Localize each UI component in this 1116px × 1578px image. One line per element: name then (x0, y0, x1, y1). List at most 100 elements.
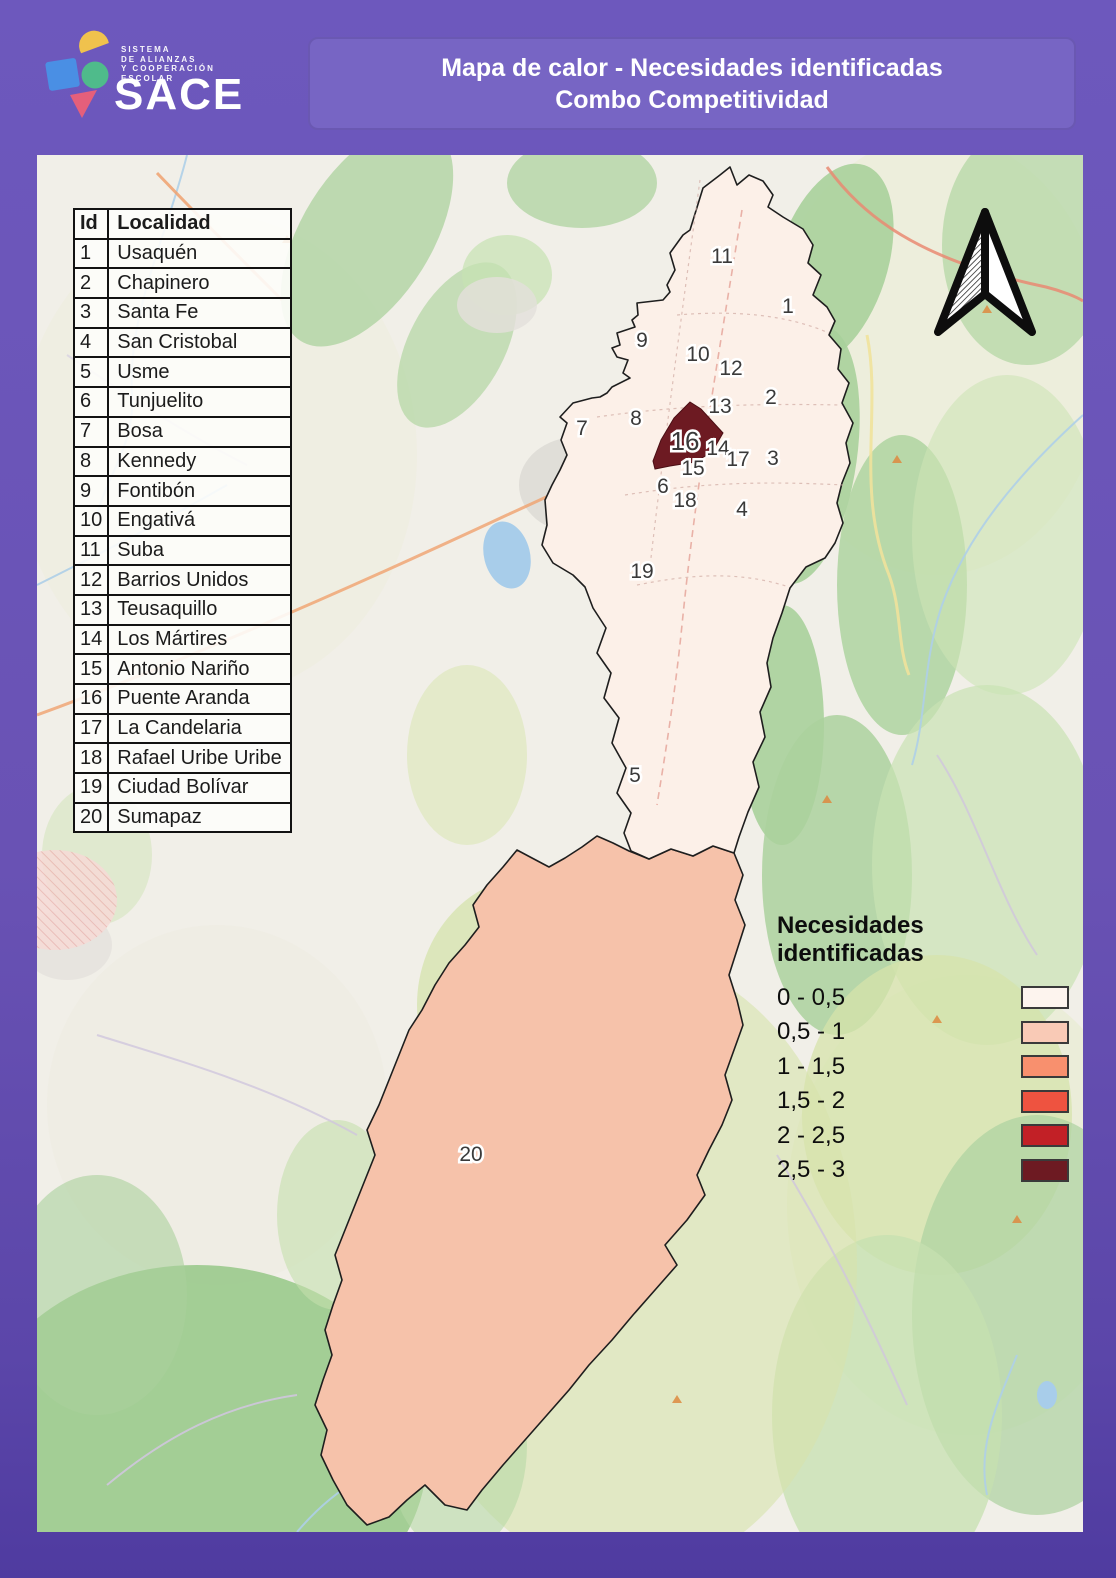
legend-item-label: 0 - 0,5 (777, 983, 846, 1011)
table-row: 16 Puente Aranda (72, 683, 292, 715)
locality-label-18: 18 (673, 489, 696, 512)
locality-name: Suba (107, 534, 292, 567)
table-row: 18 Rafael Uribe Uribe (72, 742, 292, 775)
table-row: 2 Chapinero (72, 267, 292, 300)
table-row: 19 Ciudad Bolívar (72, 772, 292, 804)
locality-name: Rafael Uribe Uribe (107, 742, 292, 775)
locality-name: Usaquén (107, 237, 292, 270)
legend-item: 2 - 2,5 (777, 1121, 1069, 1149)
locality-name: Sumapaz (107, 801, 292, 834)
table-row: 20 Sumapaz (72, 801, 292, 834)
legend-item-label: 2,5 - 3 (777, 1156, 846, 1183)
legend-item-swatch (1021, 1055, 1069, 1078)
locality-name: Antonio Nariño (107, 653, 292, 685)
locality-id: 8 (72, 445, 110, 478)
table-row: 9 Fontibón (72, 475, 292, 507)
table-row: 11 Suba (72, 534, 292, 567)
legend-item: 0 - 0,5 (777, 983, 1069, 1011)
page-title-line1: Mapa de calor - Necesidades identificada… (441, 54, 943, 82)
locality-label-20: 20 (459, 1143, 482, 1166)
locality-id: 13 (72, 593, 110, 626)
col-header-id: Id (72, 208, 110, 240)
locality-id: 17 (72, 712, 110, 745)
locality-id: 15 (72, 653, 110, 685)
locality-name: San Cristobal (107, 326, 292, 359)
locality-label-11: 11 (711, 245, 733, 268)
table-row: 5 Usme (72, 356, 292, 389)
locality-id: 2 (72, 267, 110, 300)
locality-id: 12 (72, 564, 110, 596)
locality-id: 7 (72, 415, 110, 448)
map-canvas: 11 1 9 10 12 2 13 8 7 16 14 17 3 15 6 18 4 19 5 20 Id Local… (37, 155, 1083, 1532)
locality-name: Tunjuelito (107, 386, 292, 418)
table-row: 8 Kennedy (72, 445, 292, 478)
locality-label-8: 8 (630, 407, 642, 430)
locality-name: Puente Aranda (107, 683, 292, 715)
legend-item: 1,5 - 2 (777, 1087, 1069, 1114)
locality-label-5: 5 (629, 764, 641, 787)
locality-name: Teusaquillo (107, 593, 292, 626)
locality-label-7: 7 (576, 417, 588, 440)
locality-label-14: 14 (706, 437, 730, 460)
table-row: 3 Santa Fe (72, 297, 292, 329)
legend-item: 0,5 - 1 (777, 1018, 1069, 1045)
page-title-line2: Combo Competitividad (555, 86, 829, 114)
table-row: 7 Bosa (72, 415, 292, 448)
locality-id: 20 (72, 801, 110, 834)
legend-item: 2,5 - 3 (777, 1156, 1069, 1183)
legend-item-swatch (1021, 1089, 1069, 1113)
sace-logo-icon (45, 30, 109, 118)
table-row: 1 Usaquén (72, 237, 292, 270)
table-row: 17 La Candelaria (72, 712, 292, 745)
locality-id: 6 (72, 386, 110, 418)
locality-label-1: 1 (782, 295, 794, 318)
locality-label-3: 3 (767, 447, 779, 470)
locality-name: Fontibón (107, 475, 292, 507)
col-header-localidad: Localidad (107, 208, 292, 240)
map-legend: Necesidades identificadas 0 - 0,5 0,5 - 1… (777, 912, 1069, 1193)
locality-label-12: 12 (719, 357, 742, 380)
table-row: 15 Antonio Nariño (72, 653, 292, 685)
locality-name: Los Mártires (107, 623, 292, 656)
locality-id: 3 (72, 297, 110, 329)
legend-item-label: 2 - 2,5 (777, 1121, 846, 1149)
legend-item-swatch (1021, 1124, 1069, 1147)
locality-id: 1 (72, 237, 110, 270)
military-area (37, 850, 117, 950)
locality-name: Ciudad Bolívar (107, 772, 292, 804)
locality-label-19: 19 (630, 560, 653, 583)
table-row: 13 Teusaquillo (72, 593, 292, 626)
locality-label-6: 6 (657, 475, 669, 498)
legend-item: 1 - 1,5 (777, 1052, 1069, 1080)
table-row: 4 San Cristobal (72, 326, 292, 359)
locality-name: Engativá (107, 504, 292, 537)
locality-id: 14 (72, 623, 110, 656)
locality-borders (596, 179, 844, 588)
locality-label-16: 16 (671, 426, 700, 456)
puente-aranda-region (652, 401, 724, 470)
legend-item-swatch (1021, 1020, 1069, 1044)
locality-id: 5 (72, 356, 110, 389)
railway-line (656, 209, 743, 806)
locality-id: 19 (72, 772, 110, 804)
locality-name: Kennedy (107, 445, 292, 478)
city-region (541, 166, 854, 860)
page-title: Mapa de calor - Necesidades identificada… (308, 37, 1076, 130)
table-row: 14 Los Mártires (72, 623, 292, 656)
locality-label-13: 13 (708, 395, 731, 418)
locality-name: Chapinero (107, 267, 292, 300)
legend-item-label: 1,5 - 2 (777, 1087, 846, 1114)
locality-id: 16 (72, 683, 110, 715)
locality-name: Santa Fe (107, 297, 292, 329)
locality-label-9: 9 (636, 329, 648, 352)
legend-item-label: 1 - 1,5 (777, 1052, 846, 1080)
locality-label-2: 2 (765, 386, 777, 409)
legend-item-swatch (1021, 1158, 1069, 1182)
legend-item-label: 0,5 - 1 (777, 1018, 846, 1045)
legend-title: Necesidades identificadas (777, 912, 924, 967)
logo-brand: SACE (114, 70, 245, 119)
locality-id: 9 (72, 475, 110, 507)
locality-name: La Candelaria (107, 712, 292, 745)
sumapaz-region (314, 835, 746, 1526)
